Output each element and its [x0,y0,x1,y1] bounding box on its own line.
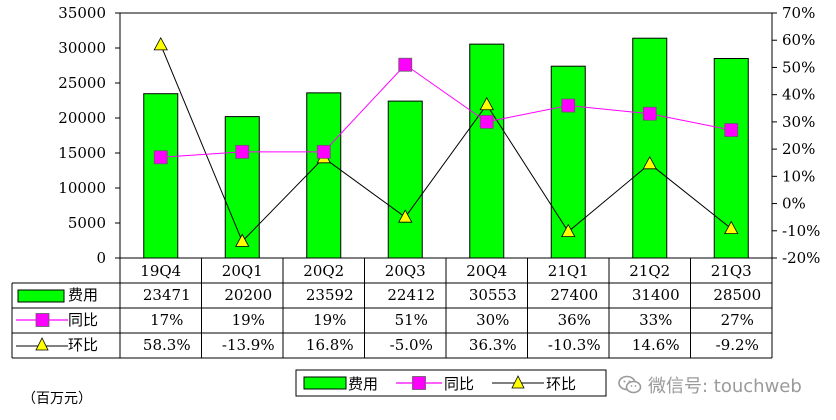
data-label-同比: 27% [721,311,754,329]
unit-label: （百万元） [22,391,92,407]
right-axis-tick-label: 50% [782,58,815,76]
watermark: 微信号: touchweb [618,368,828,402]
table-key-qoq-marker [35,337,49,351]
table-key-bar [17,289,65,303]
yoy-line [160,64,732,158]
yoy-marker-20Q3 [398,57,413,72]
yoy-marker-20Q1 [235,144,250,159]
data-label-环比: 16.8% [306,336,354,354]
yoy-marker-21Q2 [642,106,657,121]
left-axis-tick-label: 5000 [68,214,106,232]
left-axis-tick-label: 30000 [58,39,106,57]
right-axis-tick-label: 20% [782,140,815,158]
right-axis-tick-label: 70% [782,4,815,22]
category-label: 21Q3 [711,262,752,280]
left-axis-tick-label: 25000 [58,74,106,92]
data-label-同比: 36% [558,311,591,329]
yoy-marker-20Q4 [479,114,494,129]
qoq-marker-21Q1 [561,223,576,237]
data-label-环比: 36.3% [469,336,517,354]
yoy-marker-21Q1 [561,98,576,113]
data-label-同比: 33% [639,311,672,329]
bar-20Q4 [469,43,505,259]
yoy-marker-20Q2 [316,144,331,159]
wechat-icon [618,375,642,394]
data-label-费用: 30553 [469,286,517,304]
data-label-同比: 19% [313,311,346,329]
category-label: 19Q4 [140,262,181,280]
plot-frame [119,12,773,259]
data-label-同比: 17% [150,311,183,329]
data-label-同比: 19% [232,311,265,329]
bar-21Q2 [632,37,668,259]
data-label-环比: -9.2% [716,336,759,354]
category-label: 20Q2 [303,262,344,280]
qoq-marker-20Q1 [235,233,250,247]
legend-label: 环比 [546,375,576,393]
data-label-环比: -5.0% [390,336,433,354]
legend-key-yoy-marker [412,376,426,390]
right-axis-tick-label: 0% [782,195,806,213]
qoq-line [160,44,732,243]
right-axis-tick-label: 10% [782,167,815,185]
category-label: 21Q2 [629,262,670,280]
bar-20Q3 [387,100,423,259]
data-label-环比: -13.9% [222,336,275,354]
left-axis-tick-label: 10000 [58,179,106,197]
yoy-marker-19Q4 [153,150,168,165]
data-label-同比: 30% [476,311,509,329]
data-label-费用: 23592 [306,286,354,304]
data-label-费用: 31400 [632,286,680,304]
table-key-yoy-marker [35,313,50,327]
legend-label: 同比 [444,375,474,393]
category-label: 21Q1 [548,262,589,280]
qoq-marker-21Q2 [642,155,657,170]
bar-19Q4 [143,93,179,259]
qoq-marker-19Q4 [153,37,168,51]
left-axis-tick-label: 35000 [58,4,106,22]
data-label-环比: -10.3% [548,336,601,354]
data-label-费用: 20200 [224,286,272,304]
right-axis-tick-label: 40% [782,86,815,104]
legend-key-bar [303,376,347,390]
category-label: 20Q4 [466,262,507,280]
legend-key-qoq-marker [511,375,525,389]
right-axis-tick-label: 60% [782,31,815,49]
right-axis-tick-label: -20% [782,249,820,267]
watermark-text: 微信号: touchweb [648,376,802,397]
yoy-marker-21Q3 [724,123,739,137]
table-series-label: 同比 [68,311,98,329]
table-series-label: 环比 [68,336,98,354]
data-label-费用: 27400 [550,286,598,304]
legend-label: 费用 [348,375,378,393]
qoq-marker-21Q3 [724,220,739,235]
qoq-marker-20Q3 [398,209,413,223]
category-label: 20Q3 [385,262,426,280]
data-label-环比: 14.6% [632,336,680,354]
table-series-label: 费用 [68,286,98,304]
left-axis-tick-label: 20000 [58,109,106,127]
legend-box [295,369,607,397]
category-label: 20Q1 [222,262,263,280]
data-label-同比: 51% [395,311,428,329]
data-label-环比: 58.3% [143,336,191,354]
qoq-marker-20Q4 [479,96,494,111]
bar-20Q2 [306,92,342,259]
data-label-费用: 22412 [387,286,435,304]
data-label-费用: 28500 [713,286,761,304]
left-axis-tick-label: 0 [96,249,106,267]
right-axis-tick-label: 30% [782,113,815,131]
right-axis-tick-label: -10% [782,222,820,240]
left-axis-tick-label: 15000 [58,144,106,162]
data-label-费用: 23471 [143,286,191,304]
